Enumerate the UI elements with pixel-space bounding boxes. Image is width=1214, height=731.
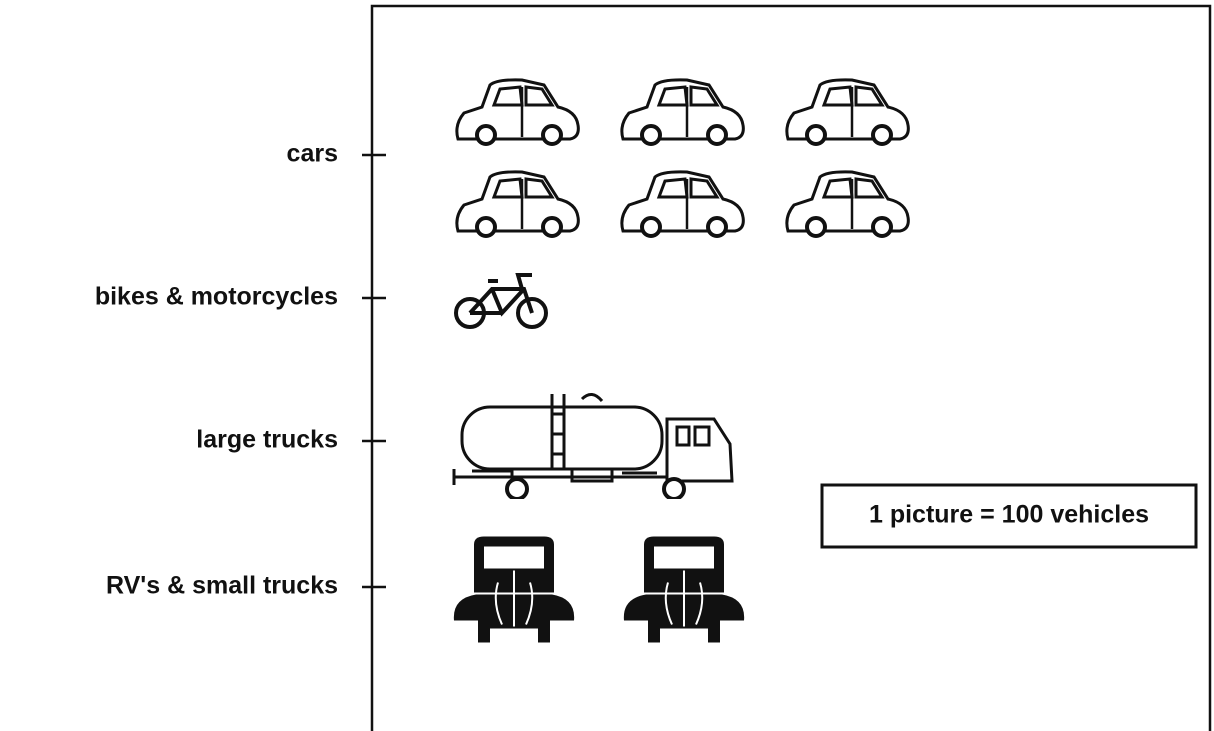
picture	[622, 172, 743, 236]
picture	[454, 537, 574, 643]
picture	[457, 80, 578, 144]
category-label: bikes & motorcycles	[95, 283, 338, 311]
picture	[454, 394, 732, 499]
key-text: 1 picture = 100 vehicles	[869, 501, 1149, 529]
picture	[622, 80, 743, 144]
category-label: cars	[287, 140, 338, 168]
category-label: large trucks	[196, 426, 338, 454]
picture	[624, 537, 744, 643]
picture	[787, 80, 908, 144]
picture	[456, 275, 546, 327]
picture	[457, 172, 578, 236]
picture	[787, 172, 908, 236]
chart: 1 picture = 100 vehicles cars bikes & mot…	[0, 0, 1214, 731]
category-label: RV's & small trucks	[106, 572, 338, 600]
